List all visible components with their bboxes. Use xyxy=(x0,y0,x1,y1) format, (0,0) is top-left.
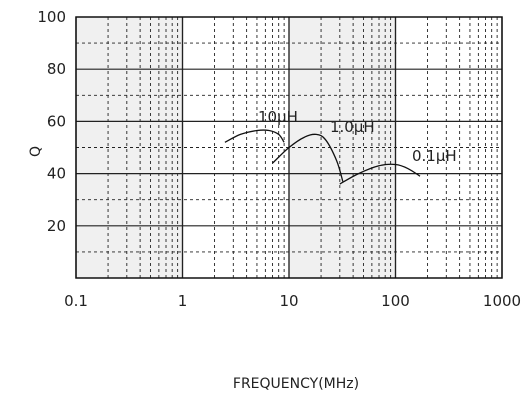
y-tick-label: 80 xyxy=(47,60,66,78)
y-axis-title: Q xyxy=(28,146,44,157)
y-tick-label: 20 xyxy=(47,217,66,235)
y-tick-label: 40 xyxy=(47,165,66,183)
x-tick-label: 1 xyxy=(178,292,188,310)
x-tick-label: 100 xyxy=(381,292,410,310)
y-tick-label: 60 xyxy=(47,112,66,130)
x-tick-label: 10 xyxy=(279,292,298,310)
x-axis-title: FREQUENCY(MHz) xyxy=(233,376,359,392)
series-label: 10μH xyxy=(258,108,298,126)
series-curve xyxy=(272,133,344,182)
series-label: 1.0μH xyxy=(330,118,375,136)
shaded-band xyxy=(76,17,183,278)
x-tick-label: 1000 xyxy=(483,292,521,310)
y-tick-label: 100 xyxy=(37,8,66,26)
series-curves xyxy=(224,129,421,185)
x-tick-label: 0.1 xyxy=(64,292,88,310)
series-labels: 10μH 1.0μH 0.1μH xyxy=(258,108,457,165)
x-tick-labels: 0.1 1 10 100 1000 xyxy=(64,292,521,310)
series-label: 0.1μH xyxy=(412,147,457,165)
y-tick-labels: 20 40 60 80 100 xyxy=(37,8,66,235)
plot-frame xyxy=(75,16,503,279)
series-curve xyxy=(224,129,285,143)
series-curve xyxy=(339,163,421,185)
